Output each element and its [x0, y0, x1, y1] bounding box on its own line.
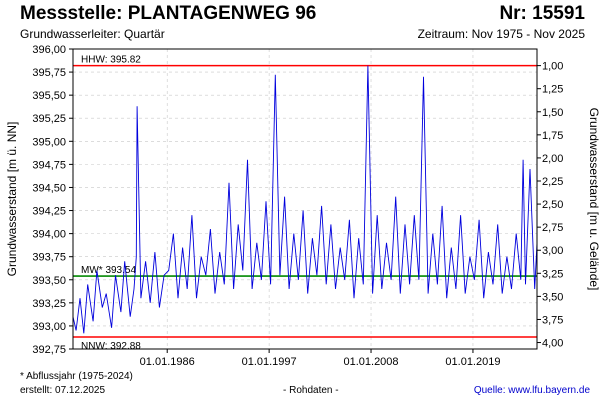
created-date: erstellt: 07.12.2025	[20, 385, 106, 396]
reference-label: HHW: 395.82	[81, 55, 141, 66]
series-line	[72, 65, 538, 334]
right-tick-label: 2,75	[542, 222, 563, 234]
left-tick-label: 395,75	[32, 67, 66, 79]
right-tick-label: 2,25	[542, 176, 563, 188]
left-tick-label: 393,25	[32, 298, 66, 310]
right-tick-label: 3,50	[542, 291, 563, 303]
aquifer-label: Grundwasserleiter: Quartär	[20, 27, 165, 41]
reference-label-bg	[79, 52, 148, 65]
left-tick-label: 393,00	[32, 321, 66, 333]
left-tick-label: 394,00	[32, 229, 66, 241]
x-tick-label: 01.01.2019	[445, 356, 500, 368]
left-tick-label: 393,75	[32, 252, 66, 264]
page-title: Messstelle: PLANTAGENWEG 96	[20, 3, 317, 24]
right-tick-label: 1,50	[542, 107, 563, 119]
reference-label-bg	[79, 339, 148, 351]
left-axis: 392,75 393,00 393,25 393,50 393,75 394,00 394,…	[32, 44, 73, 356]
station-number: Nr: 15591	[499, 3, 585, 24]
y-axis-label-right: Grundwasserstand [m u. Gelände]	[587, 108, 600, 291]
period-label: Zeitraum: Nov 1975 - Nov 2025	[417, 27, 585, 41]
source-link[interactable]: Quelle: www.lfu.bayern.de	[473, 385, 590, 396]
left-tick-label: 392,75	[32, 344, 66, 356]
left-tick-label: 393,50	[32, 275, 66, 287]
right-tick-label: 2,50	[542, 199, 563, 211]
x-tick-label: 01.01.1986	[140, 356, 195, 368]
left-tick-label: 396,00	[32, 44, 66, 56]
right-tick-label: 2,00	[542, 153, 563, 165]
right-tick-label: 4,00	[542, 338, 563, 350]
right-tick-label: 1,25	[542, 84, 563, 96]
right-tick-label: 3,25	[542, 268, 563, 280]
right-tick-label: 3,00	[542, 245, 563, 257]
y-axis-label-left: Grundwasserstand [m ü. NN]	[5, 122, 19, 277]
left-tick-label: 394,50	[32, 182, 66, 194]
right-axis: 1,00 1,25 1,50 1,75 2,00 2,25 2,50 2,75 3,00 3,25…	[537, 61, 563, 350]
reference-label: MW* 393.54	[81, 265, 136, 276]
x-axis: 01.01.1986 01.01.1997 01.01.2008 01.01.2019	[140, 349, 500, 368]
left-tick-label: 394,75	[32, 159, 66, 171]
footnote: * Abflussjahr (1975-2024)	[20, 371, 133, 382]
right-tick-label: 1,00	[542, 61, 563, 73]
reference-label: NNW: 392.88	[81, 341, 141, 352]
x-tick-label: 01.01.2008	[343, 356, 398, 368]
rawdata-label: - Rohdaten -	[283, 385, 339, 396]
left-tick-label: 395,25	[32, 113, 66, 125]
left-tick-label: 395,00	[32, 136, 66, 148]
grid	[73, 48, 537, 350]
right-tick-label: 3,75	[542, 314, 563, 326]
left-tick-label: 395,50	[32, 90, 66, 102]
plot-frame	[72, 48, 538, 350]
reference-lines: HHW: 395.82 MW* 393.54 NNW: 392.88	[73, 52, 537, 352]
x-tick-label: 01.01.1997	[242, 356, 297, 368]
right-tick-label: 1,75	[542, 130, 563, 142]
left-tick-label: 394,25	[32, 206, 66, 218]
